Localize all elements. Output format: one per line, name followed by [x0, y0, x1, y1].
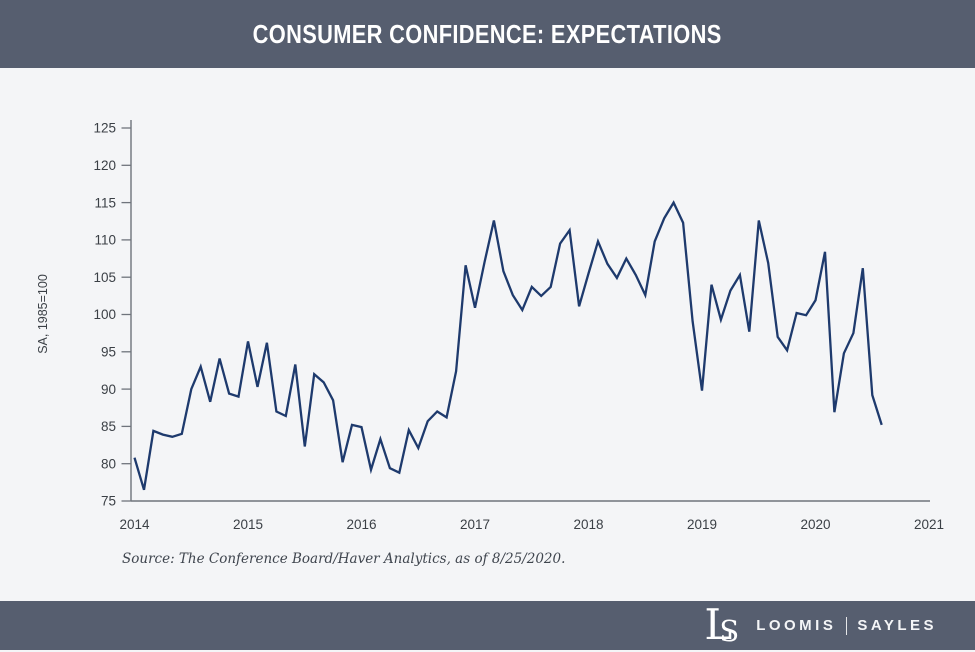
- wordmark: LOOMIS SAYLES: [756, 616, 937, 635]
- x-tick-label-2018: 2018: [573, 517, 603, 532]
- wordmark-divider: [846, 616, 848, 635]
- wordmark-loomis: LOOMIS: [756, 617, 837, 634]
- y-tick-label-90: 90: [101, 382, 116, 397]
- y-tick-label-85: 85: [101, 419, 116, 434]
- y-tick-label-80: 80: [101, 456, 116, 471]
- series-line-expectations: [133, 200, 883, 491]
- y-tick-label-105: 105: [93, 270, 116, 285]
- x-tick-label-2017: 2017: [460, 517, 490, 532]
- x-tick-label-2021: 2021: [914, 517, 944, 532]
- y-tick-label-115: 115: [94, 195, 116, 210]
- x-tick-label-2016: 2016: [346, 517, 376, 532]
- y-tick-label-95: 95: [101, 345, 116, 360]
- chart-title: CONSUMER CONFIDENCE: EXPECTATIONS: [253, 18, 722, 49]
- y-axis-unit-label: SA, 1985=100: [36, 274, 50, 354]
- x-tick-label-2019: 2019: [687, 517, 717, 532]
- x-tick-label-2014: 2014: [119, 517, 150, 532]
- x-tick-label-2020: 2020: [800, 517, 830, 532]
- y-tick-label-100: 100: [93, 307, 116, 322]
- header-banner: CONSUMER CONFIDENCE: EXPECTATIONS: [0, 0, 975, 68]
- y-tick-label-120: 120: [93, 158, 116, 173]
- source-note: Source: The Conference Board/Haver Analy…: [122, 551, 566, 567]
- y-tick-label-110: 110: [94, 233, 116, 248]
- x-tick-label-2015: 2015: [233, 517, 263, 532]
- y-tick-label-125: 125: [93, 121, 116, 136]
- wordmark-sayles: SAYLES: [857, 617, 937, 634]
- y-tick-label-75: 75: [101, 494, 116, 509]
